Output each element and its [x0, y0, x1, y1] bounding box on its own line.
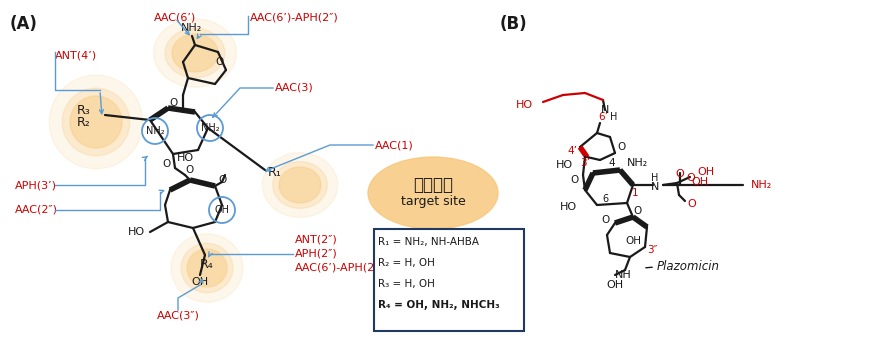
Ellipse shape — [368, 157, 498, 229]
Ellipse shape — [181, 243, 233, 293]
Text: 1: 1 — [632, 188, 638, 198]
Text: OH: OH — [214, 205, 230, 215]
Text: O: O — [602, 215, 610, 225]
Ellipse shape — [70, 96, 122, 148]
Text: O: O — [170, 98, 178, 108]
Text: ANT(2″): ANT(2″) — [295, 235, 337, 245]
Text: APH(3’): APH(3’) — [15, 180, 57, 190]
Text: NH₂: NH₂ — [627, 158, 648, 168]
Text: O: O — [186, 165, 194, 175]
Ellipse shape — [279, 167, 321, 203]
Text: Plazomicin: Plazomicin — [657, 261, 720, 274]
Text: N: N — [651, 182, 659, 192]
Ellipse shape — [263, 153, 338, 217]
Ellipse shape — [166, 28, 225, 78]
Text: O: O — [218, 175, 226, 185]
Text: HO: HO — [560, 202, 577, 212]
Text: 3’: 3’ — [580, 158, 590, 168]
Text: R₁: R₁ — [268, 165, 282, 179]
Text: ANT(4’): ANT(4’) — [55, 50, 97, 60]
Text: O: O — [163, 159, 171, 169]
FancyBboxPatch shape — [374, 229, 524, 331]
Text: APH(2″): APH(2″) — [295, 249, 337, 259]
Text: R₁ = NH₂, NH-AHBA: R₁ = NH₂, NH-AHBA — [378, 237, 479, 247]
Text: HO: HO — [516, 100, 533, 110]
Text: O: O — [686, 173, 695, 183]
Text: (A): (A) — [10, 15, 38, 33]
Text: 구조변형: 구조변형 — [413, 176, 453, 194]
Text: O: O — [617, 142, 626, 152]
Text: OH: OH — [697, 167, 714, 177]
Text: O: O — [687, 199, 696, 209]
Ellipse shape — [171, 234, 243, 302]
Text: 3″: 3″ — [647, 245, 658, 255]
Text: R₄ = OH, NH₂, NHCH₃: R₄ = OH, NH₂, NHCH₃ — [378, 300, 500, 310]
Text: 6: 6 — [602, 194, 608, 204]
Text: AAC(6’)-APH(2″): AAC(6’)-APH(2″) — [295, 263, 384, 273]
Text: HO: HO — [177, 153, 194, 163]
Text: AAC(3″): AAC(3″) — [157, 310, 199, 320]
Ellipse shape — [49, 75, 142, 169]
Text: target site: target site — [400, 195, 465, 209]
Text: NH₂: NH₂ — [200, 123, 219, 133]
Text: AAC(3): AAC(3) — [275, 83, 314, 93]
Text: H: H — [610, 112, 618, 122]
Text: OH: OH — [692, 177, 708, 187]
Text: NH₂: NH₂ — [182, 23, 203, 33]
Text: NH₂: NH₂ — [751, 180, 773, 190]
Text: (B): (B) — [500, 15, 528, 33]
Text: AAC(2″): AAC(2″) — [15, 205, 58, 215]
Text: AAC(1): AAC(1) — [375, 140, 414, 150]
Text: HO: HO — [128, 227, 145, 237]
Text: R₃: R₃ — [77, 103, 90, 117]
Text: AAC(6’): AAC(6’) — [154, 12, 196, 22]
Text: 4’: 4’ — [567, 146, 577, 156]
Ellipse shape — [172, 34, 218, 72]
Text: HO: HO — [556, 160, 573, 170]
Text: R₄: R₄ — [200, 258, 214, 272]
Text: NH₂: NH₂ — [146, 126, 165, 136]
Text: NH: NH — [615, 270, 631, 280]
Text: R₂ = H, OH: R₂ = H, OH — [378, 258, 435, 268]
Ellipse shape — [272, 162, 328, 208]
Ellipse shape — [187, 249, 227, 287]
Text: O: O — [633, 206, 642, 216]
Ellipse shape — [154, 19, 237, 87]
Text: OH: OH — [625, 236, 641, 246]
Text: O: O — [570, 175, 579, 185]
Text: O: O — [216, 57, 224, 67]
Text: AAC(6’)-APH(2″): AAC(6’)-APH(2″) — [250, 12, 339, 22]
Text: R₂: R₂ — [77, 116, 90, 128]
Text: OH: OH — [191, 277, 208, 287]
Ellipse shape — [62, 88, 130, 156]
Text: O: O — [676, 169, 684, 179]
Text: H: H — [651, 173, 659, 183]
Text: 4: 4 — [609, 158, 615, 168]
Text: N: N — [601, 105, 609, 115]
Text: OH: OH — [606, 280, 624, 290]
Text: 6’: 6’ — [598, 112, 608, 122]
Text: R₃ = H, OH: R₃ = H, OH — [378, 279, 435, 289]
